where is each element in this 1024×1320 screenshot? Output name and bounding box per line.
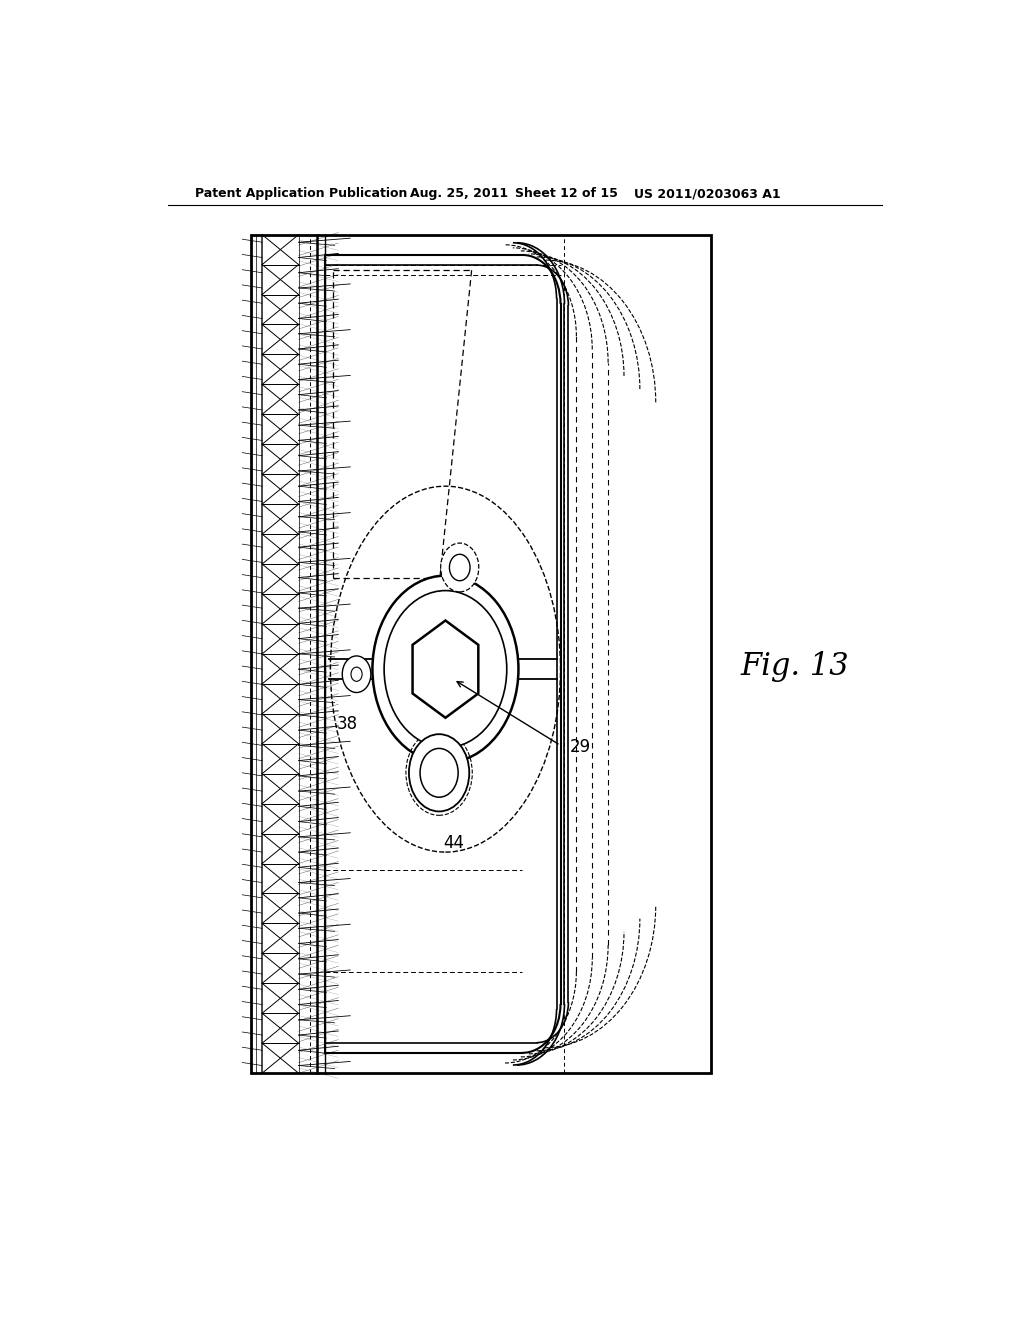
Text: 38: 38 — [337, 715, 357, 733]
Circle shape — [440, 543, 479, 591]
Circle shape — [373, 576, 518, 763]
Circle shape — [420, 748, 458, 797]
Text: US 2011/0203063 A1: US 2011/0203063 A1 — [634, 187, 781, 201]
Text: 44: 44 — [443, 834, 464, 851]
Circle shape — [409, 734, 469, 812]
Bar — [251, 235, 712, 1073]
Circle shape — [351, 667, 362, 681]
Circle shape — [450, 554, 470, 581]
Text: Sheet 12 of 15: Sheet 12 of 15 — [515, 187, 618, 201]
Text: 29: 29 — [570, 738, 591, 756]
Text: Patent Application Publication: Patent Application Publication — [196, 187, 408, 201]
Circle shape — [384, 590, 507, 747]
Text: Aug. 25, 2011: Aug. 25, 2011 — [410, 187, 508, 201]
Polygon shape — [413, 620, 478, 718]
Circle shape — [342, 656, 371, 693]
Text: Fig. 13: Fig. 13 — [740, 651, 849, 682]
